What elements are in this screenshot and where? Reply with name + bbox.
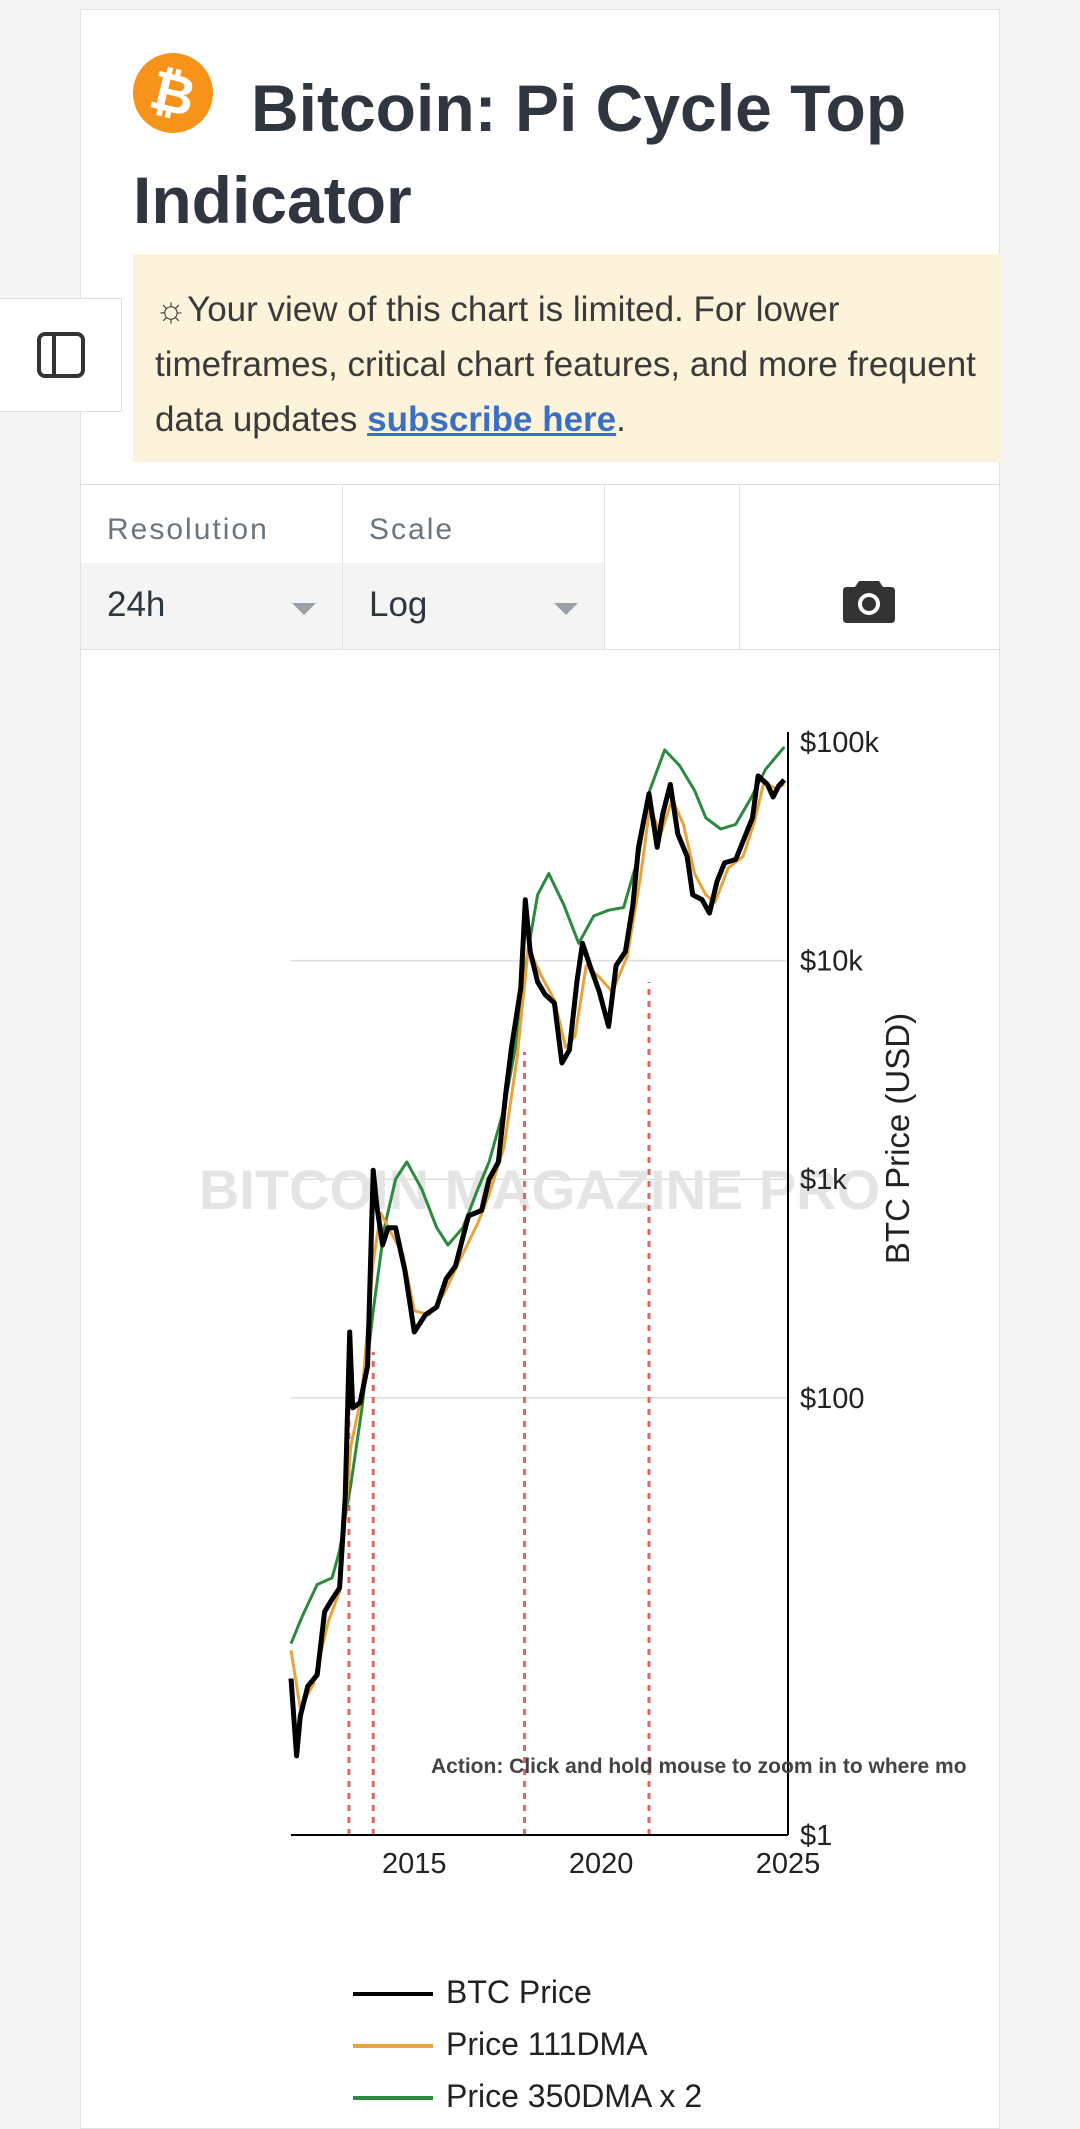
notice-suffix: . — [616, 400, 626, 439]
scale-value: Log — [369, 585, 428, 624]
chart-controls: Resolution 24h Scale Log — [81, 484, 999, 650]
camera-icon[interactable] — [843, 577, 895, 628]
resolution-select[interactable]: 24h — [81, 563, 342, 649]
sidebar-toggle-button[interactable] — [0, 298, 122, 412]
chevron-down-icon — [292, 603, 316, 615]
x-tick-label: 2025 — [756, 1848, 821, 1880]
series-line-btc-price — [288, 773, 787, 1759]
y-tick-label: $1 — [800, 1820, 832, 1852]
y-tick-label: $10k — [800, 946, 863, 978]
zoom-hint-annotation: Action: Click and hold mouse to zoom in … — [431, 1755, 967, 1778]
y-tick-label: $1k — [800, 1164, 847, 1196]
y-tick-label: $100k — [800, 727, 880, 759]
legend-label: Price 111DMA — [446, 2026, 648, 2062]
resolution-label: Resolution — [107, 513, 269, 546]
scale-select[interactable]: Log — [343, 563, 604, 649]
legend-swatch — [353, 2096, 433, 2100]
sidebar-panel-icon — [36, 332, 85, 378]
scale-label: Scale — [369, 513, 455, 546]
y-tick-label: $100 — [800, 1383, 865, 1415]
resolution-control: Resolution 24h — [81, 485, 343, 649]
controls-spacer — [605, 485, 740, 649]
legend-swatch — [353, 2044, 433, 2048]
legend-label: BTC Price — [446, 1974, 592, 2010]
page-title: Bitcoin: Pi Cycle Top Indicator — [133, 71, 907, 237]
series-line-price-111dma — [289, 781, 786, 1710]
pi-cycle-chart[interactable]: BITCOIN MAGAZINE PRO 2015 2020 2025$1 $100 $1… — [81, 650, 999, 1960]
legend-label: Price 350DMA x 2 — [446, 2078, 703, 2114]
limited-view-notice: ☼Your view of this chart is limited. For… — [133, 254, 1001, 462]
legend-swatch — [353, 1992, 433, 1996]
x-tick-label: 2015 — [382, 1848, 447, 1880]
sun-icon: ☼ — [155, 290, 188, 329]
subscribe-link[interactable]: subscribe here — [367, 400, 617, 439]
scale-control: Scale Log — [343, 485, 605, 649]
y-axis-title: BTC Price (USD) — [879, 1013, 916, 1264]
resolution-value: 24h — [107, 585, 166, 624]
x-tick-label: 2020 — [569, 1848, 634, 1880]
chart-card: ₿ Bitcoin: Pi Cycle Top Indicator ☼Your … — [80, 9, 1001, 2129]
notice-text: Your view of this chart is limited. For … — [155, 290, 976, 439]
watermark-text: BITCOIN MAGAZINE PRO — [199, 1158, 880, 1221]
chevron-down-icon — [554, 603, 578, 615]
